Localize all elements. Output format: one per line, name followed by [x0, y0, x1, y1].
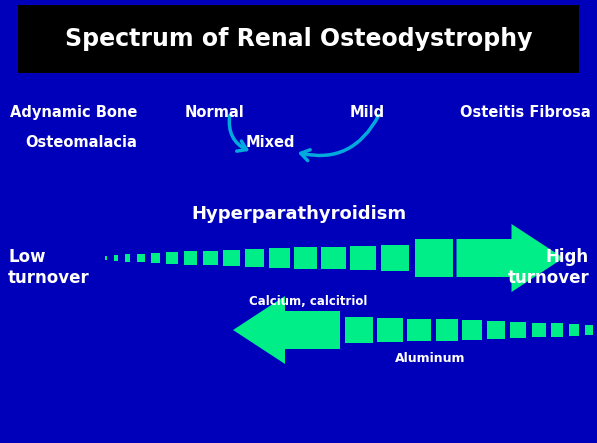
- Bar: [269, 248, 290, 268]
- Bar: [202, 251, 217, 265]
- Bar: [125, 254, 130, 261]
- FancyArrowPatch shape: [229, 116, 247, 151]
- Bar: [407, 319, 431, 342]
- Bar: [510, 322, 527, 338]
- Text: Hyperparathyroidism: Hyperparathyroidism: [191, 205, 406, 223]
- Bar: [570, 324, 579, 336]
- FancyArrow shape: [457, 224, 564, 292]
- Text: Aluminum: Aluminum: [395, 352, 465, 365]
- Text: Normal: Normal: [185, 105, 245, 120]
- Bar: [350, 246, 376, 270]
- Bar: [184, 251, 197, 264]
- Text: Mixed: Mixed: [245, 135, 295, 150]
- Text: Osteitis Fibrosa: Osteitis Fibrosa: [460, 105, 591, 120]
- Bar: [463, 320, 482, 340]
- Bar: [167, 252, 178, 264]
- Bar: [436, 319, 458, 341]
- Bar: [137, 254, 144, 262]
- Text: Spectrum of Renal Osteodystrophy: Spectrum of Renal Osteodystrophy: [64, 27, 533, 51]
- Text: High
turnover: High turnover: [507, 248, 589, 287]
- Bar: [414, 239, 453, 277]
- FancyArrowPatch shape: [301, 116, 378, 160]
- Bar: [345, 317, 373, 343]
- Bar: [223, 250, 240, 266]
- Bar: [105, 256, 107, 260]
- Bar: [380, 245, 408, 271]
- Bar: [552, 323, 564, 337]
- Bar: [487, 321, 505, 339]
- FancyArrow shape: [233, 296, 340, 364]
- Bar: [586, 325, 593, 335]
- Bar: [321, 247, 346, 269]
- Bar: [18, 5, 579, 73]
- Bar: [377, 318, 403, 342]
- Bar: [532, 323, 546, 338]
- Text: Adynamic Bone: Adynamic Bone: [10, 105, 137, 120]
- Text: Mild: Mild: [350, 105, 385, 120]
- Bar: [151, 253, 160, 263]
- Bar: [294, 247, 317, 268]
- Bar: [245, 249, 264, 267]
- Text: Low
turnover: Low turnover: [8, 248, 90, 287]
- Bar: [114, 255, 118, 261]
- Text: Calcium, calcitriol: Calcium, calcitriol: [250, 295, 368, 308]
- Text: Osteomalacia: Osteomalacia: [25, 135, 137, 150]
